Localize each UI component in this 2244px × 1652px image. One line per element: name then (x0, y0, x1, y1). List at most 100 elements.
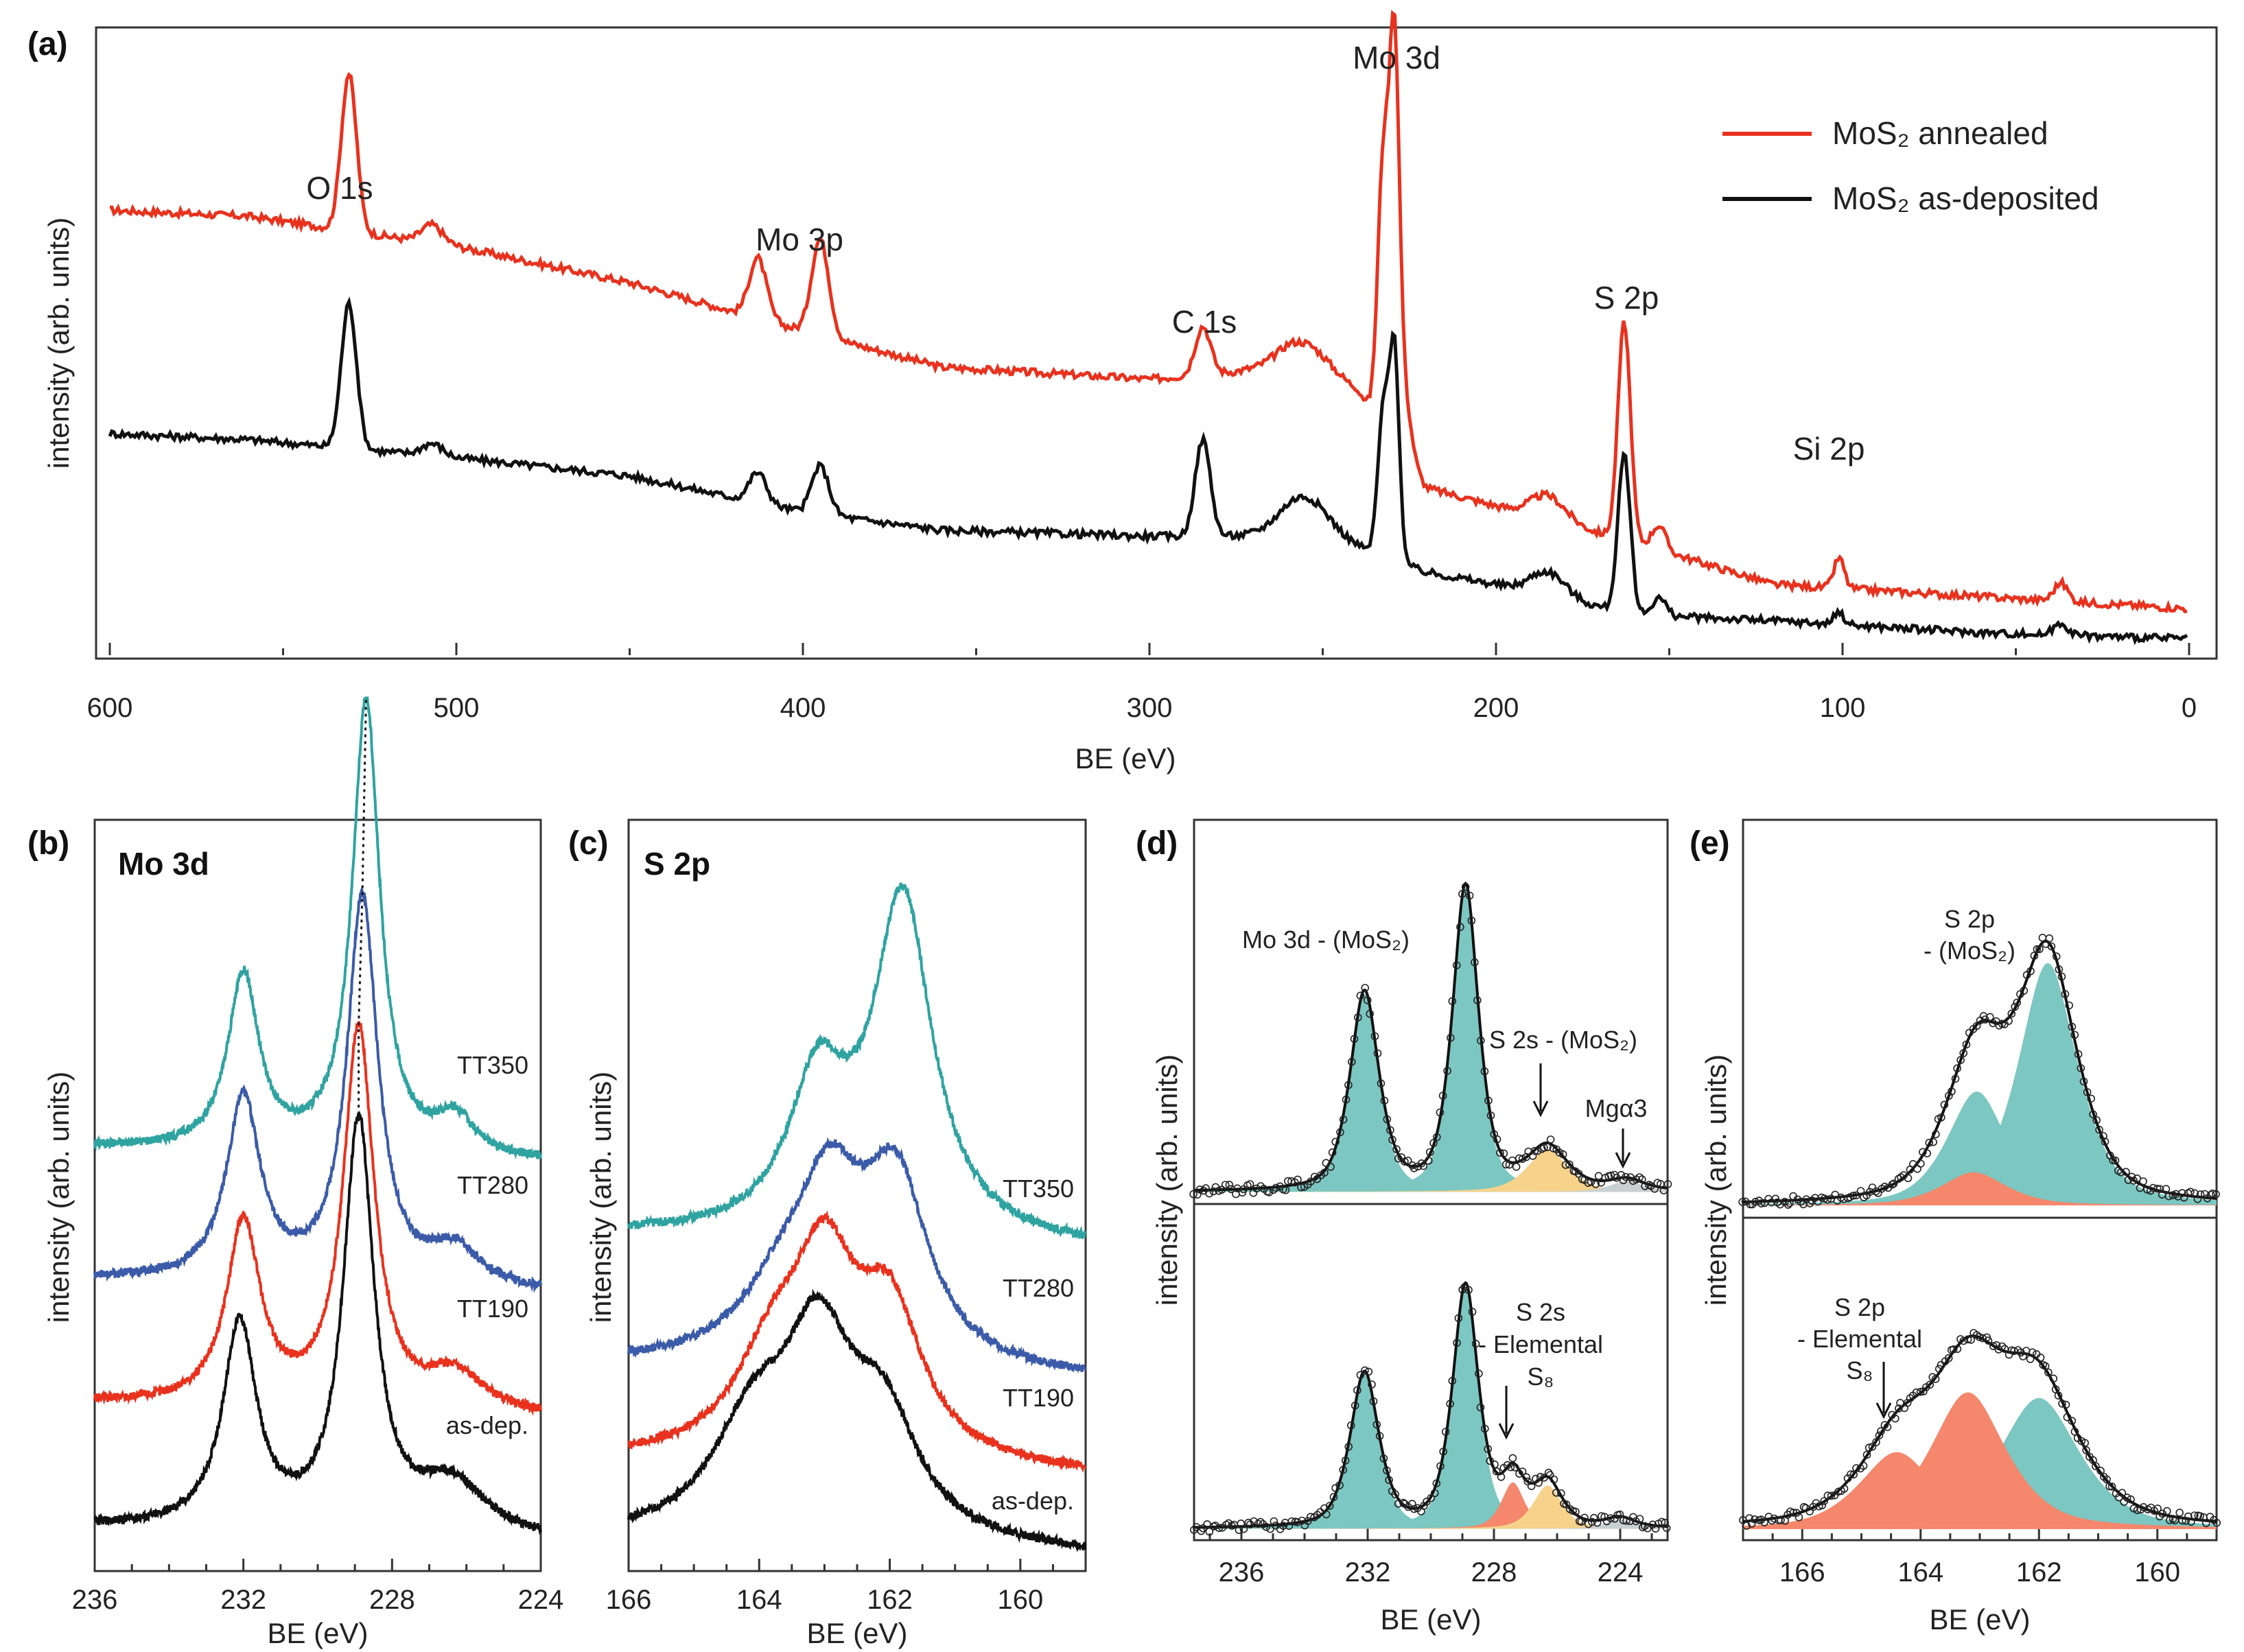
annotation-s2s-mos2: S 2s - (MoS₂) (1489, 1026, 1637, 1054)
data-point (1287, 1517, 1296, 1526)
annotation-s2p-elemental-3: S₈ (1847, 1356, 1873, 1384)
data-point (1325, 1502, 1334, 1510)
data-point (1508, 1454, 1517, 1463)
data-point (1294, 1175, 1302, 1184)
data-point (1663, 1180, 1672, 1188)
panel-d-top-fit (1189, 881, 1672, 1199)
data-point (1461, 882, 1470, 891)
data-point (2026, 967, 2035, 976)
data-point (1622, 1172, 1630, 1181)
data-point (1436, 1108, 1445, 1117)
data-point (2017, 1348, 2025, 1357)
panel-d-xlabel: BE (eV) (1380, 1603, 1481, 1636)
annotation-s2p-mos2-1: S 2p (1944, 905, 1995, 933)
data-point (2178, 1189, 2186, 1197)
data-point (2178, 1516, 2186, 1525)
data-point (1557, 1489, 1565, 1498)
panel-a: (a) intensity (arb. units) BE (eV) 600 5… (27, 10, 2218, 775)
data-point (1944, 1354, 1953, 1362)
fit-component-orange (1194, 1149, 1668, 1192)
data-point (2049, 1374, 2058, 1383)
data-point (1919, 1387, 1928, 1395)
data-point (1923, 1149, 1931, 1157)
data-point (1496, 1148, 1504, 1157)
data-point (1464, 1286, 1473, 1294)
data-point (1244, 1518, 1253, 1527)
panel-c-tick-label: 166 (606, 1585, 652, 1615)
data-point (1320, 1168, 1329, 1177)
data-point (1326, 1163, 1335, 1171)
data-point (2029, 1348, 2037, 1357)
data-point (1847, 1470, 1855, 1478)
data-point (1446, 1400, 1454, 1408)
peak-shift-dotted-line (358, 699, 367, 1122)
data-point (1493, 1135, 1501, 1144)
data-point (1931, 1375, 1940, 1383)
data-point (1757, 1199, 1766, 1207)
data-point (2036, 1354, 2045, 1362)
data-point (1777, 1515, 1785, 1524)
data-point (1354, 1013, 1362, 1022)
data-point (1456, 923, 1464, 931)
data-point (1377, 1079, 1386, 1087)
data-point (2068, 1022, 2077, 1031)
series-line-tt280 (93, 885, 542, 1293)
data-point (1925, 1138, 1933, 1147)
data-point (1550, 1475, 1558, 1484)
panel-c-label-tt280: TT280 (1003, 1274, 1074, 1302)
data-point (1484, 1445, 1492, 1453)
data-point (1940, 1100, 1949, 1109)
fit-envelope-line (1743, 939, 2217, 1203)
data-point (2165, 1516, 2174, 1524)
data-point (1339, 1116, 1348, 1124)
data-point (2047, 942, 2056, 951)
data-point (2112, 1489, 2120, 1498)
data-point (2127, 1172, 2136, 1181)
data-point (1959, 1336, 1968, 1345)
data-point (1339, 1465, 1347, 1474)
panel-d-xtick-labels: 236 232 228 224 (1219, 1557, 1644, 1588)
data-point (1506, 1463, 1515, 1472)
data-point (2005, 1017, 2013, 1025)
data-point (1588, 1518, 1596, 1526)
data-point (2070, 1428, 2079, 1436)
data-point (1304, 1517, 1312, 1525)
data-point (2079, 1077, 2088, 1086)
series-line-tt190 (93, 1021, 542, 1416)
data-point (2118, 1489, 2127, 1497)
panel-b-tick-label: 236 (72, 1585, 118, 1615)
panel-c: (c) S 2p intensity (arb. units) BE (eV) … (568, 818, 1087, 1649)
data-point (1632, 1517, 1640, 1526)
data-point (1617, 1170, 1626, 1179)
data-point (1350, 1035, 1359, 1043)
fit-component-salmon (1743, 1172, 2217, 1205)
data-point (1419, 1161, 1428, 1170)
data-point (2045, 934, 2054, 943)
data-point (2202, 1519, 2210, 1527)
annotation-mo3d: Mo 3d (1353, 40, 1440, 75)
data-point (1329, 1493, 1338, 1501)
data-point (1209, 1187, 1218, 1196)
data-point (1392, 1145, 1401, 1153)
data-point (1361, 984, 1369, 992)
data-point (2153, 1184, 2162, 1193)
data-point (1328, 1148, 1337, 1157)
data-point (2057, 972, 2066, 981)
data-point (1558, 1150, 1567, 1159)
panel-e: (e) intensity (arb. units) BE (eV) 166 1… (1690, 818, 2221, 1636)
data-point (2054, 1391, 2063, 1400)
data-point (1951, 1074, 1960, 1083)
panel-c-ylabel: intensity (arb. units) (585, 1072, 617, 1323)
data-point (1546, 1135, 1555, 1144)
data-point (2163, 1507, 2171, 1515)
data-point (1342, 1096, 1351, 1104)
data-point (2020, 987, 2029, 995)
data-point (1475, 1369, 1483, 1378)
data-point (2070, 1030, 2079, 1039)
panel-c-tick-label: 160 (997, 1585, 1043, 1615)
data-point (1375, 1432, 1384, 1440)
data-point (2169, 1515, 2177, 1523)
panel-a-frame (95, 26, 2218, 660)
data-point (1471, 958, 1479, 967)
panel-a-label: (a) (27, 26, 68, 62)
